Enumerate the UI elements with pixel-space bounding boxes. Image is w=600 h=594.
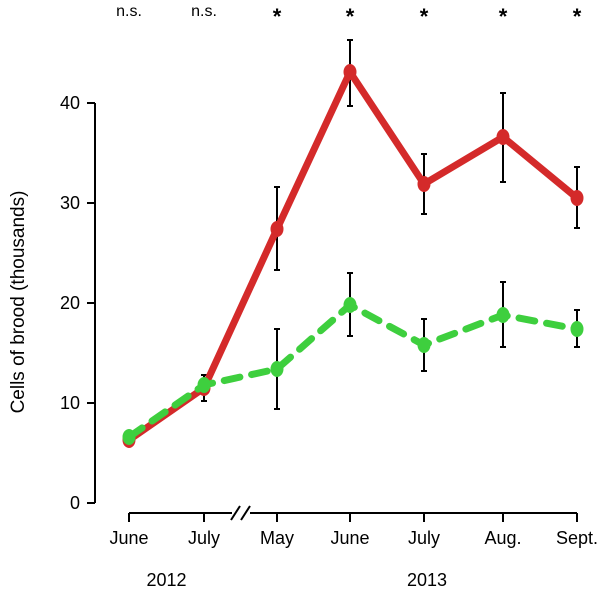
series-line <box>125 68 581 444</box>
x-tick-label: June <box>109 528 148 548</box>
significance-label: n.s. <box>116 3 142 20</box>
x-tick-label: May <box>260 528 294 548</box>
x-tick-label: Aug. <box>484 528 521 548</box>
series-group <box>122 272 584 445</box>
y-axis-label: Cells of brood (thousands) <box>8 191 29 414</box>
significance-label: n.s. <box>191 3 217 20</box>
data-point <box>496 129 510 145</box>
series-layer <box>122 39 584 448</box>
data-point <box>197 377 211 393</box>
year-label: 2012 <box>146 570 186 590</box>
axis-break-mark <box>240 505 251 521</box>
data-point <box>417 176 431 192</box>
x-tick-label: Sept. <box>556 528 598 548</box>
data-point <box>270 221 284 237</box>
series-group <box>122 39 584 448</box>
x-tick-label: July <box>188 528 220 548</box>
data-point <box>343 64 357 80</box>
data-point <box>343 297 357 313</box>
series-line <box>125 301 581 441</box>
axes: 0 10 20 30 40 June July May June July Aug. Sept. 201… <box>60 93 598 590</box>
y-tick-label: 0 <box>70 493 80 513</box>
significance-label: * <box>273 4 282 29</box>
y-tick-label: 20 <box>60 293 80 313</box>
data-point <box>270 361 284 377</box>
y-tick-label: 30 <box>60 193 80 213</box>
significance-label: * <box>346 4 355 29</box>
significance-markers: n.s. n.s. * * * * * <box>116 3 582 29</box>
significance-label: * <box>499 4 508 29</box>
significance-label: * <box>573 4 582 29</box>
x-tick-label: July <box>408 528 440 548</box>
data-point <box>570 321 584 337</box>
year-label: 2013 <box>407 570 447 590</box>
axis-break-mark <box>230 505 241 521</box>
significance-label: * <box>420 4 429 29</box>
data-point <box>570 190 584 206</box>
y-tick-label: 40 <box>60 93 80 113</box>
data-point <box>496 307 510 323</box>
data-point <box>122 429 136 445</box>
y-tick-label: 10 <box>60 393 80 413</box>
x-tick-label: June <box>330 528 369 548</box>
data-point <box>417 337 431 353</box>
